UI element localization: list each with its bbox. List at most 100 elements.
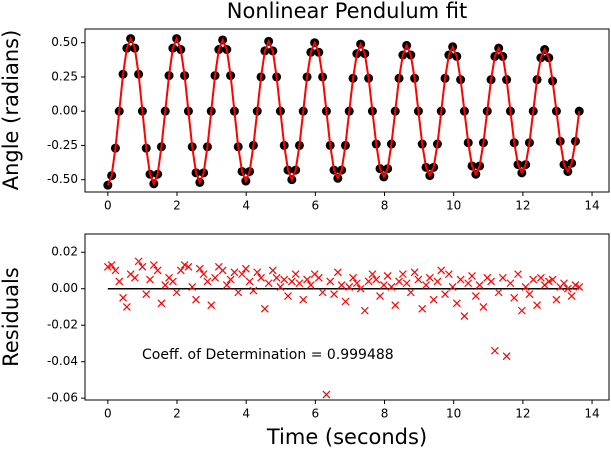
residual-point [153, 266, 162, 275]
residual-point [402, 279, 411, 288]
residual-point [322, 390, 331, 399]
residual-point [468, 272, 476, 280]
residual-point [441, 290, 449, 299]
residual-point [199, 270, 208, 279]
residual-point [422, 281, 430, 290]
residual-point [295, 279, 304, 288]
residual-point [257, 273, 265, 282]
residual-point [536, 273, 545, 282]
y-axis-label: Residuals [0, 267, 23, 367]
residual-point [560, 279, 568, 288]
residual-point [460, 312, 469, 321]
residual-point [563, 284, 572, 293]
residual-point [414, 275, 423, 284]
x-axis-label: Time (seconds) [266, 425, 427, 449]
x-tick-label: 2 [173, 407, 181, 421]
residual-point [330, 290, 338, 299]
residual-point [418, 304, 427, 313]
residual-point [356, 284, 365, 293]
residual-point [372, 275, 381, 284]
residual-point [268, 266, 277, 275]
residual-point [502, 352, 511, 361]
residual-point [318, 288, 327, 297]
residual-point [352, 279, 361, 288]
residual-point [498, 273, 507, 282]
residual-point [444, 270, 453, 279]
x-tick-label: 0 [104, 407, 112, 421]
residual-point [529, 275, 538, 284]
residual-point [122, 303, 131, 311]
residual-point [376, 292, 384, 300]
residual-point [276, 282, 285, 291]
residual-point [306, 281, 315, 290]
residual-point [567, 292, 576, 300]
annotation: Coeff. of Determination = 0.999488 [142, 347, 394, 363]
residual-point [533, 301, 541, 310]
y-tick-label: 0.02 [51, 245, 78, 259]
x-tick-label: 12 [515, 199, 530, 213]
residual-point [425, 273, 434, 282]
y-tick-label: -0.25 [47, 138, 78, 152]
residual-point [395, 277, 403, 286]
x-tick-label: 10 [446, 407, 461, 421]
residual-point [134, 257, 143, 266]
y-tick-label: -0.04 [47, 354, 78, 368]
x-tick-label: 0 [104, 199, 112, 213]
residual-point [107, 261, 116, 269]
residual-point [314, 273, 323, 282]
fit-line [106, 35, 581, 187]
x-tick-label: 14 [584, 407, 599, 421]
y-tick-label: 0.00 [51, 281, 78, 295]
residual-point [149, 261, 158, 269]
residual-point [406, 288, 415, 297]
residual-point [379, 281, 388, 290]
residual-point [291, 270, 300, 279]
data-point [103, 180, 113, 190]
residual-point [487, 277, 495, 286]
residual-point [391, 301, 400, 310]
residual-point [111, 266, 120, 275]
residual-point [260, 304, 269, 313]
residual-point [119, 293, 127, 302]
residual-point [521, 282, 530, 291]
residual-point [203, 277, 212, 286]
residual-point [138, 262, 147, 271]
residual-point [253, 268, 262, 277]
residual-point [514, 270, 522, 279]
residual-point [398, 270, 407, 279]
residual-point [218, 266, 227, 275]
residual-point [433, 277, 442, 286]
residual-point [115, 277, 124, 286]
y-axis-label: Angle (radians) [0, 30, 23, 191]
y-tick-label: -0.02 [47, 318, 78, 332]
residual-point [575, 282, 584, 291]
residual-point [464, 279, 473, 288]
residual-point [264, 279, 273, 288]
residual-point [452, 299, 461, 308]
residual-point [383, 272, 392, 280]
residual-point [176, 266, 185, 275]
y-tick-label: 0.25 [51, 69, 78, 83]
x-tick-label: 4 [242, 407, 250, 421]
residual-point [303, 275, 311, 284]
residual-point [284, 292, 292, 300]
residual-point [448, 282, 457, 291]
residual-point [280, 275, 289, 284]
residual-point [333, 268, 342, 277]
residual-point [168, 277, 177, 286]
residual-point [360, 306, 369, 315]
x-tick-label: 8 [381, 407, 389, 421]
y-tick-label: 0.00 [51, 104, 78, 118]
residual-point [130, 273, 139, 282]
residual-point [410, 268, 419, 277]
residual-point [161, 281, 170, 290]
x-tick-label: 14 [584, 199, 599, 213]
residual-point [544, 277, 553, 286]
residual-point [245, 277, 254, 286]
residual-point [437, 266, 446, 275]
residual-point [238, 270, 246, 279]
residual-point [207, 301, 216, 310]
residual-point [510, 293, 519, 302]
x-tick-label: 8 [381, 199, 389, 213]
